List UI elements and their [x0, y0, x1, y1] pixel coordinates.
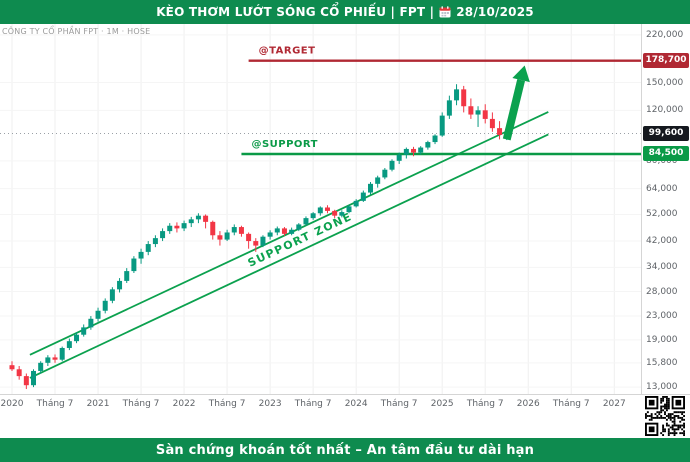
- header-title: KÈO THƠM LƯỚT SÓNG CỔ PHIẾU | FPT |: [156, 5, 435, 19]
- price-tick: 220,000: [646, 29, 684, 40]
- footer-bar: Sàn chứng khoán tốt nhất – An tâm đầu tư…: [0, 438, 690, 462]
- time-tick: 2027: [602, 399, 626, 409]
- candles: [9, 84, 510, 390]
- time-tick: Tháng 7: [208, 399, 246, 409]
- price-tick: 64,000: [646, 183, 678, 194]
- time-tick: Tháng 7: [294, 399, 332, 409]
- calendar-icon: [439, 6, 451, 18]
- time-tick: Tháng 7: [122, 399, 160, 409]
- price-badge: 84,500: [643, 146, 689, 161]
- time-tick: 2022: [172, 399, 196, 409]
- price-badge: 99,600: [643, 125, 689, 141]
- price-tick: 13,000: [646, 382, 678, 393]
- price-badge: 178,700: [643, 52, 689, 68]
- price-tick: 42,000: [646, 236, 678, 247]
- time-tick: 2020: [0, 399, 24, 409]
- time-axis: 2020 Tháng 7 2021 Tháng 7 2022 Tháng 7 2023 Thá…: [0, 394, 690, 414]
- price-tick: 52,000: [646, 209, 678, 220]
- price-tick: 28,000: [646, 286, 678, 297]
- price-tick: 23,000: [646, 311, 678, 322]
- price-tick: 34,000: [646, 262, 678, 273]
- price-tick: 19,000: [646, 334, 678, 345]
- time-tick: Tháng 7: [36, 399, 74, 409]
- support-zone-channel: SUPPORT ZONE: [29, 111, 549, 379]
- header-bar: KÈO THƠM LƯỚT SÓNG CỔ PHIẾU | FPT | 28/1…: [0, 0, 690, 24]
- time-tick: 2024: [344, 399, 368, 409]
- time-tick: 2023: [258, 399, 282, 409]
- candlestick-chart: SUPPORT ZONE @TARGET @SUPPORT: [0, 24, 641, 394]
- up-arrow: [502, 65, 530, 141]
- target-line-label: @TARGET: [259, 46, 316, 57]
- time-tick: Tháng 7: [552, 399, 590, 409]
- price-tick: 120,000: [646, 105, 684, 116]
- price-axis: 220,000150,000120,00080,00064,00052,0004…: [641, 24, 690, 394]
- footer-slogan: Sàn chứng khoán tốt nhất – An tâm đầu tư…: [155, 442, 535, 458]
- time-tick: Tháng 7: [466, 399, 504, 409]
- qr-code: [645, 396, 685, 436]
- price-tick: 15,800: [646, 357, 678, 368]
- header-date: 28/10/2025: [456, 5, 534, 19]
- time-tick: 2021: [86, 399, 110, 409]
- grid: [0, 24, 641, 394]
- support-line-label: @SUPPORT: [251, 139, 318, 150]
- time-tick: 2026: [516, 399, 540, 409]
- chart-area: CÔNG TY CỔ PHẦN FPT · 1M · HOSE SUPPORT …: [0, 24, 690, 438]
- time-tick: 2025: [430, 399, 454, 409]
- price-tick: 150,000: [646, 77, 684, 88]
- time-tick: Tháng 7: [380, 399, 418, 409]
- symbol-watermark: CÔNG TY CỔ PHẦN FPT · 1M · HOSE: [2, 27, 151, 36]
